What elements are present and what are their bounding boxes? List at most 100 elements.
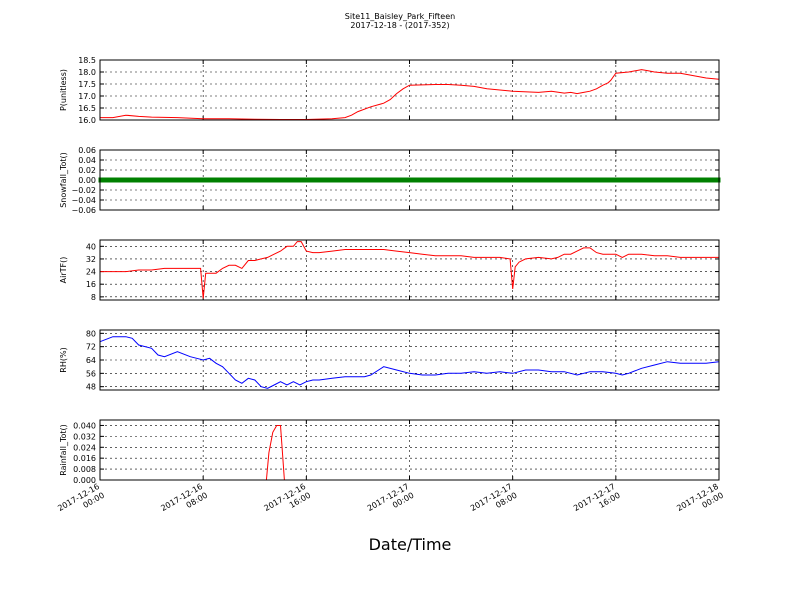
series-marker	[524, 177, 528, 183]
y-tick-label: 0.00	[78, 176, 96, 185]
series-marker	[653, 177, 657, 183]
series-marker	[659, 177, 663, 183]
series-marker	[233, 177, 237, 183]
series-marker	[604, 177, 608, 183]
x-tick-label: 2017-12-1700:00	[366, 482, 416, 522]
y-tick-label: 72	[86, 343, 96, 352]
series-marker	[562, 177, 566, 183]
series-marker	[475, 177, 479, 183]
series-marker	[356, 177, 360, 183]
series-marker	[714, 177, 718, 183]
chart-panels: 16.0 16.5 17.0 17.5 18.0 18.5 P(unitless) −0.06…	[56, 56, 725, 522]
series-marker	[617, 177, 621, 183]
series-marker	[640, 177, 644, 183]
series-marker	[627, 177, 631, 183]
series-marker	[536, 177, 540, 183]
series-marker	[514, 177, 518, 183]
y-tick-label: 80	[86, 329, 96, 338]
series-marker	[256, 177, 260, 183]
series-marker	[414, 177, 418, 183]
series-marker	[533, 177, 537, 183]
series-marker	[175, 177, 179, 183]
series-marker	[317, 177, 321, 183]
series-marker	[101, 177, 105, 183]
series-marker	[443, 177, 447, 183]
series-marker	[578, 177, 582, 183]
series-marker	[585, 177, 589, 183]
panel-3: 8 16 24 32 40 AirTF()	[59, 239, 720, 302]
y-axis-label: AirTF()	[59, 257, 68, 284]
series-marker	[243, 177, 247, 183]
series-marker	[330, 177, 334, 183]
series-marker	[446, 177, 450, 183]
series-marker	[420, 177, 424, 183]
series-marker	[314, 177, 318, 183]
series-marker	[208, 177, 212, 183]
series-marker	[630, 177, 634, 183]
series-marker	[153, 177, 157, 183]
series-marker	[346, 177, 350, 183]
series-marker	[182, 177, 186, 183]
series-marker	[649, 177, 653, 183]
y-axis-label: P(unitless)	[59, 69, 68, 111]
y-tick-label: 0.040	[73, 421, 96, 430]
series-marker	[395, 177, 399, 183]
series-marker	[675, 177, 679, 183]
series-marker	[111, 177, 115, 183]
y-tick-label: 18.0	[78, 68, 96, 77]
series-marker	[362, 177, 366, 183]
series-marker	[104, 177, 108, 183]
series-marker	[553, 177, 557, 183]
series-marker	[656, 177, 660, 183]
x-axis-label: Date/Time	[369, 535, 452, 554]
series-marker	[611, 177, 615, 183]
series-line	[100, 69, 720, 120]
series-marker	[143, 177, 147, 183]
series-marker	[385, 177, 389, 183]
y-tick-label: 40	[86, 242, 96, 251]
series-marker	[575, 177, 579, 183]
series-marker	[588, 177, 592, 183]
series-marker	[488, 177, 492, 183]
series-marker	[324, 177, 328, 183]
series-marker	[227, 177, 231, 183]
series-marker	[620, 177, 624, 183]
series-marker	[504, 177, 508, 183]
panel-frame	[99, 59, 720, 121]
y-tick-label: 17.5	[78, 80, 96, 89]
series-marker	[191, 177, 195, 183]
series-marker	[704, 177, 708, 183]
y-tick-label: 0.000	[73, 476, 96, 485]
series-marker	[137, 177, 141, 183]
series-marker	[678, 177, 682, 183]
series-marker	[501, 177, 505, 183]
series-marker	[269, 177, 273, 183]
y-tick-label: −0.04	[71, 196, 96, 205]
series-marker	[433, 177, 437, 183]
series-marker	[159, 177, 163, 183]
series-marker	[279, 177, 283, 183]
series-marker	[211, 177, 215, 183]
series-marker	[694, 177, 698, 183]
series-marker	[108, 177, 112, 183]
series-marker	[188, 177, 192, 183]
series-marker	[598, 177, 602, 183]
series-marker	[691, 177, 695, 183]
series-marker	[214, 177, 218, 183]
series-marker	[672, 177, 676, 183]
series-marker	[282, 177, 286, 183]
y-tick-label: 16.0	[78, 116, 96, 125]
series-marker	[349, 177, 353, 183]
y-tick-label: 16.5	[78, 104, 96, 113]
x-tick-label: 2017-12-1716:00	[572, 482, 622, 522]
series-marker	[179, 177, 183, 183]
series-marker	[614, 177, 618, 183]
y-tick-label: 0.032	[73, 432, 96, 441]
series-marker	[646, 177, 650, 183]
series-marker	[591, 177, 595, 183]
series-marker	[453, 177, 457, 183]
series-marker	[298, 177, 302, 183]
series-marker	[408, 177, 411, 183]
series-marker	[662, 177, 666, 183]
series-marker	[378, 177, 382, 183]
